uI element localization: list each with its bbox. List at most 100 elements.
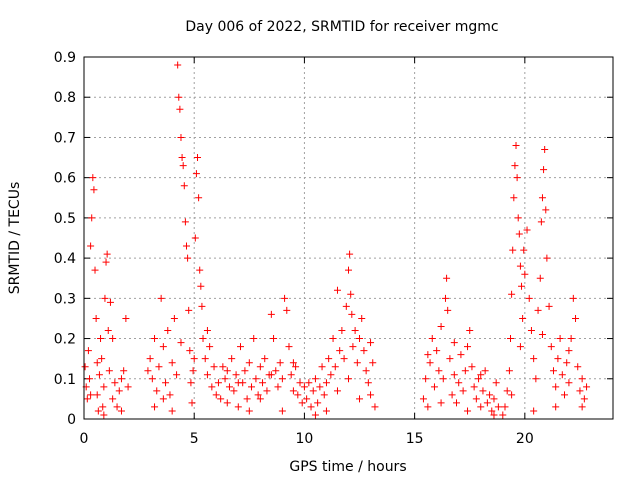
data-point	[179, 162, 187, 170]
data-point	[203, 371, 211, 379]
x-axis-label: GPS time / hours	[289, 459, 406, 475]
data-point	[439, 375, 447, 383]
data-point	[499, 411, 507, 419]
data-point	[166, 391, 174, 399]
data-point	[186, 347, 194, 355]
data-point	[558, 371, 566, 379]
data-point	[369, 359, 377, 367]
data-point	[285, 343, 293, 351]
data-point	[356, 335, 364, 343]
data-point	[84, 347, 92, 355]
data-point	[187, 379, 195, 387]
data-point	[283, 306, 291, 314]
data-point	[221, 375, 229, 383]
data-point	[124, 383, 132, 391]
data-point	[508, 290, 516, 298]
data-point	[243, 395, 251, 403]
data-point	[115, 387, 123, 395]
data-point	[261, 355, 269, 363]
data-point	[263, 387, 271, 395]
data-point	[542, 206, 550, 214]
data-point	[541, 146, 549, 154]
data-point	[511, 162, 519, 170]
data-point	[466, 327, 474, 335]
data-point	[367, 339, 375, 347]
data-point	[109, 335, 117, 343]
y-tick-label: 0	[67, 412, 76, 428]
data-point	[195, 194, 203, 202]
data-point	[360, 347, 368, 355]
x-tick-label: 0	[80, 431, 89, 447]
data-point	[464, 407, 472, 415]
data-point	[358, 314, 366, 322]
data-point	[252, 375, 260, 383]
data-point	[516, 262, 524, 270]
data-point	[483, 399, 491, 407]
data-point	[446, 355, 454, 363]
data-point	[300, 383, 308, 391]
data-point	[248, 383, 256, 391]
data-point	[294, 391, 302, 399]
data-point	[104, 327, 112, 335]
data-point	[441, 294, 449, 302]
data-point	[120, 367, 128, 375]
data-point	[93, 359, 101, 367]
data-point	[203, 327, 211, 335]
data-point	[159, 395, 167, 403]
data-point	[554, 355, 562, 363]
data-point	[333, 286, 341, 294]
data-point	[367, 391, 375, 399]
data-point	[333, 387, 341, 395]
data-point	[512, 141, 520, 149]
data-point	[433, 347, 441, 355]
data-point	[117, 407, 125, 415]
data-point	[173, 371, 181, 379]
data-point	[146, 355, 154, 363]
data-point	[106, 298, 114, 306]
data-point	[182, 242, 190, 250]
data-point	[477, 371, 485, 379]
data-point	[450, 339, 458, 347]
data-point	[318, 363, 326, 371]
data-point	[537, 218, 545, 226]
data-point	[479, 387, 487, 395]
data-point	[538, 194, 546, 202]
data-point	[547, 343, 555, 351]
data-point	[578, 403, 586, 411]
data-point	[525, 294, 533, 302]
data-point	[99, 403, 107, 411]
data-point	[459, 387, 467, 395]
data-point	[162, 379, 170, 387]
data-point	[510, 194, 518, 202]
data-point	[461, 367, 469, 375]
data-point	[490, 395, 498, 403]
data-point	[329, 335, 337, 343]
data-point	[552, 403, 560, 411]
data-point	[336, 347, 344, 355]
data-point	[481, 367, 489, 375]
data-point	[87, 242, 95, 250]
data-point	[464, 343, 472, 351]
data-point	[289, 359, 297, 367]
data-point	[181, 218, 189, 226]
data-point	[225, 383, 233, 391]
data-point	[556, 335, 564, 343]
data-point	[185, 306, 193, 314]
plot-frame	[83, 56, 614, 420]
data-point	[565, 347, 573, 355]
data-point	[530, 355, 538, 363]
data-point	[267, 310, 275, 318]
data-point	[168, 407, 176, 415]
data-point	[219, 363, 227, 371]
data-point	[523, 226, 531, 234]
data-point	[102, 258, 110, 266]
data-point	[346, 250, 354, 258]
data-point	[538, 331, 546, 339]
data-point	[81, 363, 89, 371]
data-point	[254, 391, 262, 399]
data-point	[256, 395, 264, 403]
data-point	[356, 395, 364, 403]
data-point	[455, 379, 463, 387]
data-point	[94, 407, 102, 415]
data-point	[322, 407, 330, 415]
